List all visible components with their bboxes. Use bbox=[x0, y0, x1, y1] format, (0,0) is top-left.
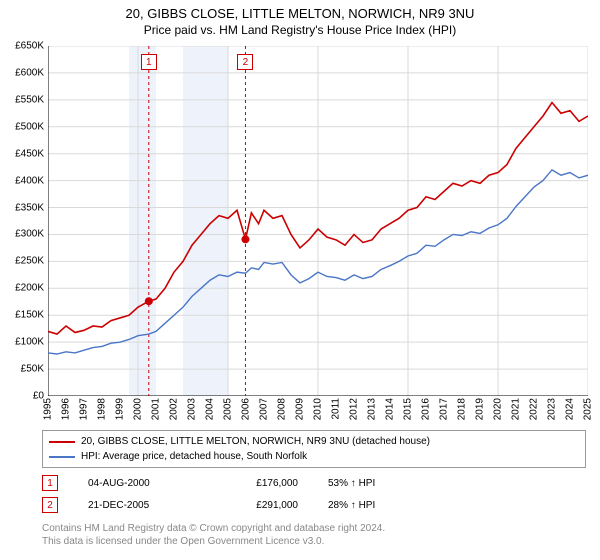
attribution: Contains HM Land Registry data © Crown c… bbox=[42, 522, 385, 548]
x-axis-tick-label: 2007 bbox=[259, 398, 270, 420]
legend-swatch-price-paid bbox=[49, 441, 75, 443]
y-axis-tick-label: £150K bbox=[15, 310, 44, 321]
x-axis-tick-label: 2020 bbox=[493, 398, 504, 420]
x-axis-tick-label: 2014 bbox=[385, 398, 396, 420]
sale-marker-row: 1 04-AUG-2000 £176,000 53% ↑ HPI bbox=[42, 472, 408, 494]
y-axis-tick-label: £500K bbox=[15, 121, 44, 132]
x-axis-tick-label: 2013 bbox=[367, 398, 378, 420]
sale-markers-table: 1 04-AUG-2000 £176,000 53% ↑ HPI 2 21-DE… bbox=[42, 472, 408, 516]
sale-pct-vs-hpi: 28% ↑ HPI bbox=[328, 500, 408, 511]
x-axis-tick-label: 2010 bbox=[313, 398, 324, 420]
x-axis-tick-label: 1997 bbox=[79, 398, 90, 420]
x-axis-tick-label: 1998 bbox=[97, 398, 108, 420]
legend-label-hpi: HPI: Average price, detached house, Sout… bbox=[81, 449, 307, 464]
x-axis-tick-label: 2019 bbox=[475, 398, 486, 420]
x-axis-tick-label: 2005 bbox=[223, 398, 234, 420]
sale-date: 21-DEC-2005 bbox=[88, 500, 198, 511]
x-axis-tick-label: 1999 bbox=[115, 398, 126, 420]
y-axis-tick-label: £450K bbox=[15, 148, 44, 159]
y-axis-tick-label: £350K bbox=[15, 202, 44, 213]
chart-subtitle: Price paid vs. HM Land Registry's House … bbox=[0, 23, 600, 37]
x-axis-tick-label: 2016 bbox=[421, 398, 432, 420]
sale-pct-vs-hpi: 53% ↑ HPI bbox=[328, 478, 408, 489]
x-axis-tick-label: 2003 bbox=[187, 398, 198, 420]
legend-item-price-paid: 20, GIBBS CLOSE, LITTLE MELTON, NORWICH,… bbox=[49, 434, 579, 449]
sale-price: £176,000 bbox=[228, 478, 298, 489]
x-axis-tick-label: 2008 bbox=[277, 398, 288, 420]
x-axis-tick-label: 2022 bbox=[529, 398, 540, 420]
x-axis-tick-label: 2006 bbox=[241, 398, 252, 420]
x-axis-tick-label: 2025 bbox=[583, 398, 594, 420]
x-axis-tick-label: 2018 bbox=[457, 398, 468, 420]
vline-badge: 1 bbox=[141, 54, 157, 70]
x-axis-tick-label: 1995 bbox=[43, 398, 54, 420]
chart-title: 20, GIBBS CLOSE, LITTLE MELTON, NORWICH,… bbox=[0, 6, 600, 21]
y-axis-tick-label: £600K bbox=[15, 67, 44, 78]
y-axis-tick-label: £100K bbox=[15, 337, 44, 348]
x-axis-tick-label: 2017 bbox=[439, 398, 450, 420]
legend-swatch-hpi bbox=[49, 456, 75, 458]
x-axis-tick-label: 2000 bbox=[133, 398, 144, 420]
x-axis-tick-label: 2001 bbox=[151, 398, 162, 420]
x-axis-tick-label: 2021 bbox=[511, 398, 522, 420]
x-axis-tick-label: 1996 bbox=[61, 398, 72, 420]
attribution-line1: Contains HM Land Registry data © Crown c… bbox=[42, 522, 385, 535]
chart-svg bbox=[48, 46, 588, 396]
y-axis-tick-label: £400K bbox=[15, 175, 44, 186]
sale-marker-row: 2 21-DEC-2005 £291,000 28% ↑ HPI bbox=[42, 494, 408, 516]
y-axis-tick-label: £550K bbox=[15, 94, 44, 105]
sale-marker-badge: 1 bbox=[42, 475, 58, 491]
y-axis-tick-label: £200K bbox=[15, 283, 44, 294]
x-axis-tick-label: 2015 bbox=[403, 398, 414, 420]
y-axis-tick-label: £300K bbox=[15, 229, 44, 240]
y-axis-tick-label: £50K bbox=[21, 364, 44, 375]
x-axis-tick-label: 2024 bbox=[565, 398, 576, 420]
y-axis-tick-label: £250K bbox=[15, 256, 44, 267]
x-axis-tick-label: 2004 bbox=[205, 398, 216, 420]
x-axis-tick-label: 2002 bbox=[169, 398, 180, 420]
sale-date: 04-AUG-2000 bbox=[88, 478, 198, 489]
x-axis-tick-label: 2012 bbox=[349, 398, 360, 420]
attribution-line2: This data is licensed under the Open Gov… bbox=[42, 535, 385, 548]
x-axis-tick-label: 2023 bbox=[547, 398, 558, 420]
vline-badge: 2 bbox=[237, 54, 253, 70]
y-axis-tick-label: £650K bbox=[15, 41, 44, 52]
legend: 20, GIBBS CLOSE, LITTLE MELTON, NORWICH,… bbox=[42, 430, 586, 468]
legend-item-hpi: HPI: Average price, detached house, Sout… bbox=[49, 449, 579, 464]
legend-label-price-paid: 20, GIBBS CLOSE, LITTLE MELTON, NORWICH,… bbox=[81, 434, 430, 449]
x-axis-tick-label: 2011 bbox=[331, 398, 342, 420]
chart-area: £0£50K£100K£150K£200K£250K£300K£350K£400… bbox=[48, 46, 588, 396]
x-axis-tick-label: 2009 bbox=[295, 398, 306, 420]
sale-marker-badge: 2 bbox=[42, 497, 58, 513]
sale-price: £291,000 bbox=[228, 500, 298, 511]
